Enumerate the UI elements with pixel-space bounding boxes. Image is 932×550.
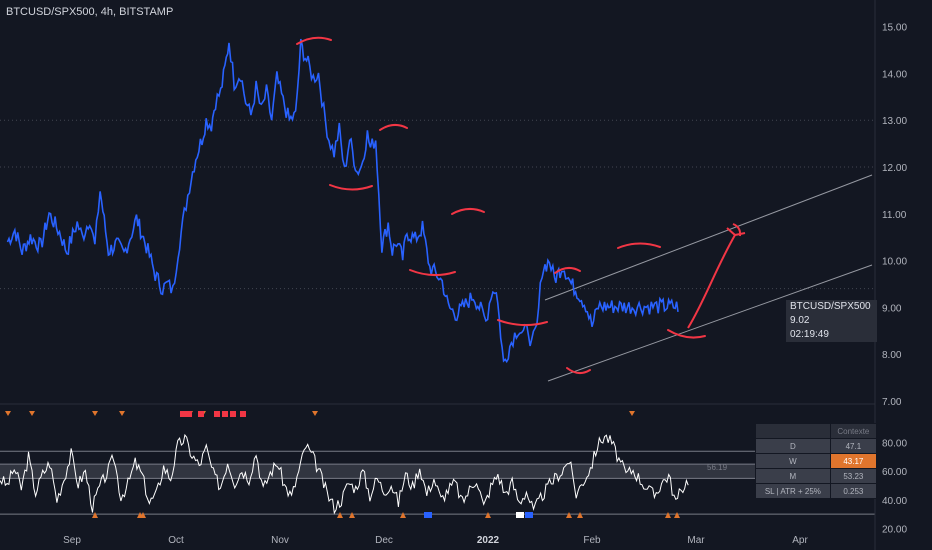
x-tick-label: Nov [271, 535, 289, 546]
indicator-y-tick-label: 20.00 [882, 524, 907, 535]
x-tick-label: Apr [792, 535, 808, 546]
x-tick-label: Oct [168, 535, 184, 546]
annotation-arrow-head [726, 223, 746, 237]
price-tag-price: 9.02 [790, 315, 810, 326]
context-row-value: 47.1 [829, 438, 878, 454]
signal-up-marker [140, 512, 146, 518]
context-row-value: 53.23 [829, 468, 878, 484]
x-tick-label: Sep [63, 535, 81, 546]
signal-block-marker [240, 411, 246, 417]
signal-up-marker [674, 512, 680, 518]
annotation-arc [379, 124, 408, 131]
axes: 7.00 8.00 9.00 10.00 11.00 12.00 13.00 14.00 15.… [0, 0, 907, 550]
annotation-arc [451, 208, 485, 215]
y-tick-label: 10.00 [882, 257, 907, 268]
context-table: Contexte D 47.1 W 43.17 M 53.23 SL | ATR + … [755, 423, 878, 499]
indicator-y-tick-label: 80.00 [882, 439, 907, 450]
price-series-line [6, 38, 679, 364]
signal-up-marker [665, 512, 671, 518]
signal-up-marker [92, 512, 98, 518]
x-tick-label: Mar [687, 535, 705, 546]
y-tick-label: 11.00 [882, 210, 907, 221]
indicator-y-tick-label: 60.00 [882, 467, 907, 478]
y-tick-label: 13.00 [882, 116, 907, 127]
annotation-arc [554, 267, 581, 274]
chart-title: BTCUSD/SPX500, 4h, BITSTAMP [6, 6, 174, 18]
annotation-arrow-line [687, 234, 736, 329]
signal-block-marker [214, 411, 220, 417]
annotation-arc [296, 36, 332, 45]
channel-upper-line [544, 174, 873, 301]
context-row-label: M [755, 468, 831, 484]
annotation-arc [617, 242, 661, 249]
indicator-current-value: 56.19 [707, 463, 728, 472]
y-tick-label: 15.00 [882, 23, 907, 34]
signal-down-marker [29, 411, 35, 416]
context-row-label: W [755, 453, 831, 469]
annotation-arc [409, 269, 456, 276]
price-tag-countdown: 02:19:49 [790, 329, 829, 340]
price-tag-symbol: BTCUSD/SPX500 [790, 301, 871, 312]
annotation-arc [667, 329, 706, 339]
signal-block-marker [186, 411, 192, 417]
signal-up-marker [400, 512, 406, 518]
signal-down-marker [92, 411, 98, 416]
signal-down-marker [312, 411, 318, 416]
context-row-value: 43.17 [829, 453, 878, 469]
signal-block-marker [198, 411, 204, 417]
signal-block-marker [222, 411, 228, 417]
indicator-pane [0, 411, 875, 518]
indicator-series-line [0, 433, 689, 515]
y-tick-label: 14.00 [882, 69, 907, 80]
signal-down-marker [5, 411, 11, 416]
signal-up-marker [349, 512, 355, 518]
y-tick-label: 12.00 [882, 163, 907, 174]
annotation-arc [566, 367, 591, 374]
signal-up-marker [485, 512, 491, 518]
signal-up-marker [577, 512, 583, 518]
signal-block-marker [180, 411, 186, 417]
y-tick-label: 7.00 [882, 397, 902, 408]
channel-lower-line [547, 264, 873, 382]
indicator-y-tick-label: 40.00 [882, 496, 907, 507]
signal-block-marker [525, 512, 533, 518]
y-tick-label: 8.00 [882, 350, 902, 361]
context-row-label: SL | ATR + 25% [755, 483, 831, 499]
annotation-arc [497, 319, 548, 326]
last-price-tag: BTCUSD/SPX500 9.02 02:19:49 [786, 300, 877, 342]
annotation-arc [329, 184, 373, 191]
context-table-header: Contexte [829, 423, 878, 439]
signal-down-marker [629, 411, 635, 416]
context-row-label: D [755, 438, 831, 454]
signal-up-marker [337, 512, 343, 518]
signal-block-marker [516, 512, 524, 518]
y-tick-label: 9.00 [882, 303, 902, 314]
signal-block-marker [230, 411, 236, 417]
main-price-pane [0, 36, 875, 382]
x-tick-label: Dec [375, 535, 393, 546]
x-tick-label: 2022 [477, 535, 500, 546]
signal-down-marker [119, 411, 125, 416]
x-tick-label: Feb [583, 535, 601, 546]
context-row-value: 0.253 [829, 483, 878, 499]
context-table-spacer [755, 423, 831, 439]
signal-block-marker [424, 512, 432, 518]
signal-up-marker [566, 512, 572, 518]
